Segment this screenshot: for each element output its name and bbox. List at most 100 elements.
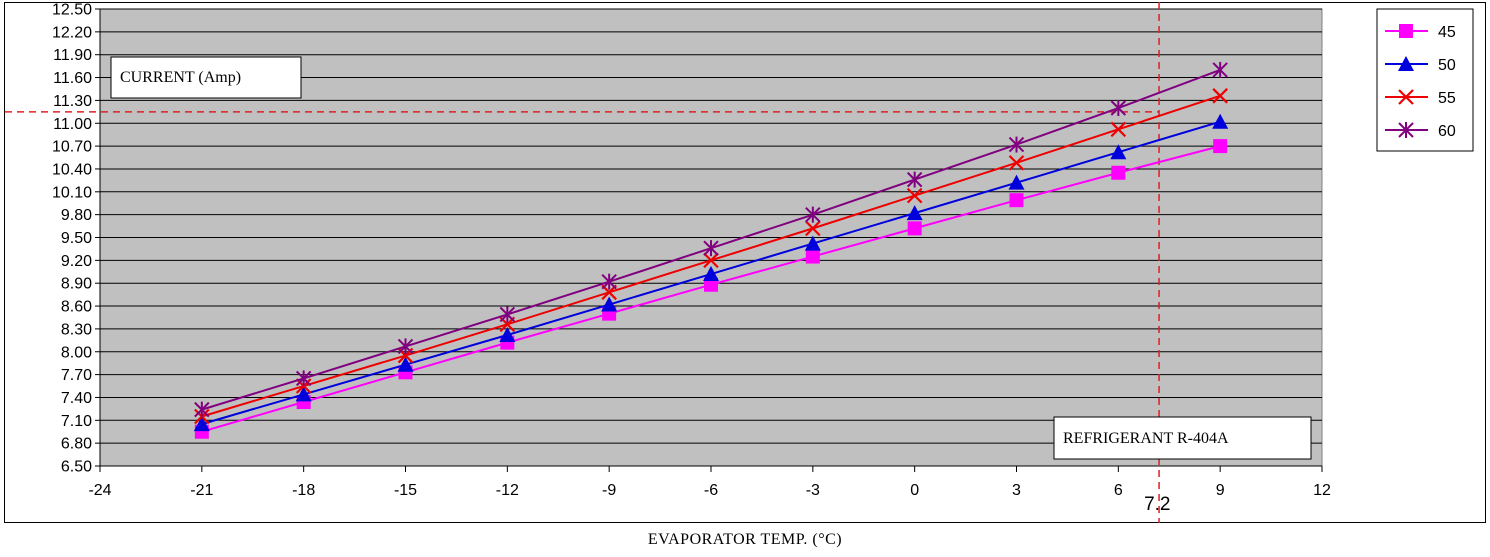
data-point — [601, 296, 618, 312]
x-tick-label: -6 — [704, 482, 718, 499]
y-tick-label: 7.10 — [61, 413, 92, 430]
data-point — [804, 235, 821, 251]
y-tick-label: 11.30 — [53, 93, 92, 110]
data-point — [1110, 100, 1127, 117]
x-tick-label: -15 — [394, 482, 417, 499]
data-point — [703, 252, 719, 269]
data-point — [1398, 56, 1414, 71]
data-point — [907, 221, 922, 236]
series-55 — [194, 88, 1228, 425]
y-tick-label: 11.60 — [53, 70, 92, 87]
data-point — [1398, 89, 1414, 105]
x-tick-label: 3 — [1012, 482, 1021, 499]
annotation-text: REFRIGERANT R-404A — [1063, 430, 1229, 447]
series-60 — [194, 61, 1228, 418]
data-point — [703, 266, 719, 282]
data-point — [1008, 155, 1025, 171]
x-tick-label: 0 — [910, 482, 919, 499]
legend-entry-55: 55 — [1385, 89, 1456, 107]
data-point-stroke — [1212, 88, 1228, 104]
y-tick-label: 6.80 — [61, 436, 92, 453]
data-point — [1009, 193, 1024, 208]
x-tick-label: -21 — [190, 482, 213, 499]
data-point-stroke — [1398, 89, 1414, 105]
y-tick-label: 10.70 — [52, 139, 92, 156]
x-tick-label: 12 — [1313, 482, 1331, 499]
data-point-stroke — [805, 220, 821, 237]
y-tick-label: 7.40 — [61, 390, 92, 407]
data-point — [1110, 121, 1127, 138]
data-point — [1111, 165, 1126, 180]
series-layer — [193, 61, 1229, 439]
grid-lines — [100, 8, 1322, 467]
data-point — [193, 416, 210, 432]
data-point — [1008, 136, 1025, 153]
data-point — [295, 386, 312, 402]
legend: 45 50 55 60 — [1376, 8, 1474, 152]
y-tick-label: 10.10 — [52, 184, 92, 201]
x-tick-label: -9 — [602, 482, 616, 499]
annotation-box: REFRIGERANT R-404A — [1053, 416, 1312, 460]
data-point — [703, 240, 719, 257]
data-point — [397, 338, 414, 355]
y-tick-label: 12.50 — [52, 2, 92, 19]
data-point — [1212, 88, 1228, 104]
y-tick-label: 8.90 — [61, 276, 92, 293]
y-tick-label: 9.80 — [61, 207, 92, 224]
x-tick-label: 6 — [1114, 482, 1123, 499]
x-axis-label: EVAPORATOR TEMP. (°C) — [647, 531, 843, 548]
data-point-stroke — [906, 187, 923, 204]
legend-label: 55 — [1438, 90, 1456, 107]
data-point — [1213, 139, 1228, 154]
data-point — [805, 220, 821, 237]
data-point — [194, 401, 210, 418]
data-point — [906, 187, 923, 204]
y-tick-label: 7.70 — [61, 367, 92, 384]
data-point — [805, 206, 821, 223]
series-50 — [193, 113, 1229, 432]
data-point — [1212, 113, 1229, 129]
data-point — [397, 356, 414, 372]
y-tick-label: 8.00 — [61, 344, 92, 361]
data-point — [704, 277, 718, 292]
y-tick-label: 8.60 — [61, 299, 92, 316]
data-point — [906, 171, 923, 188]
x-tick-label: -24 — [88, 482, 111, 499]
legend-entry-60: 60 — [1385, 122, 1456, 140]
ylabel-text: CURRENT (Amp) — [120, 69, 241, 86]
x-tick-label: -12 — [496, 482, 519, 499]
x-tick-label: -18 — [292, 482, 315, 499]
y-tick-label: 10.40 — [52, 161, 92, 178]
data-point — [295, 370, 312, 387]
y-tick-label: 11.00 — [53, 116, 92, 133]
legend-label: 60 — [1438, 123, 1456, 140]
data-point — [1110, 144, 1127, 160]
data-point-stroke — [1008, 155, 1025, 171]
data-point — [1398, 122, 1414, 138]
ylabel-box: CURRENT (Amp) — [110, 56, 302, 99]
x-tick-label: -3 — [806, 482, 820, 499]
data-point — [499, 306, 516, 323]
legend-label: 45 — [1438, 24, 1456, 41]
y-tick-label: 9.50 — [61, 230, 92, 247]
data-point — [1212, 61, 1228, 78]
data-point — [906, 205, 923, 221]
data-point — [601, 273, 617, 290]
legend-label: 50 — [1438, 57, 1456, 74]
x-tick-label: 9 — [1216, 482, 1225, 499]
y-tick-label: 6.50 — [61, 459, 92, 476]
data-point — [805, 249, 820, 264]
data-point — [1399, 24, 1413, 38]
reference-x-label: 7.2 — [1144, 494, 1170, 515]
data-point-stroke — [703, 252, 719, 269]
y-tick-label: 12.20 — [52, 24, 92, 41]
axes: 6.50 6.80 7.10 7.40 7.70 8.00 8.30 8.60 8.90 9.20… — [52, 2, 1331, 500]
data-point — [499, 326, 516, 342]
y-tick-label: 8.30 — [61, 321, 92, 338]
legend-entry-45: 45 — [1385, 24, 1456, 41]
data-point-stroke — [1110, 121, 1127, 138]
legend-entry-50: 50 — [1385, 56, 1456, 74]
y-tick-label: 11.90 — [53, 47, 92, 64]
y-tick-label: 9.20 — [61, 253, 92, 270]
